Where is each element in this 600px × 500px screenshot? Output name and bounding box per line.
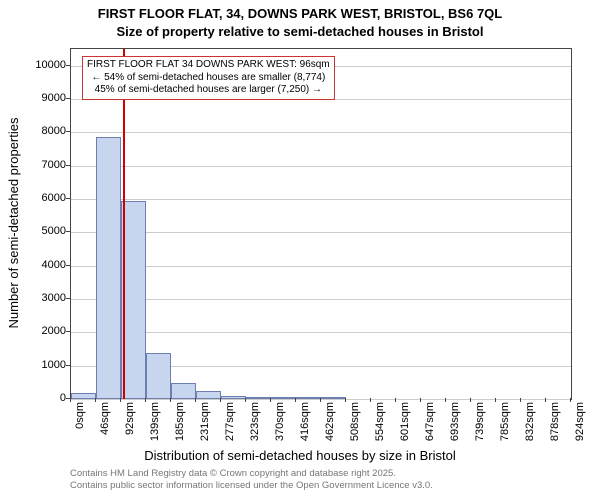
gridline bbox=[71, 199, 571, 200]
ytick-mark bbox=[66, 365, 70, 366]
footer-line-2: Contains public sector information licen… bbox=[70, 480, 433, 492]
ytick-mark bbox=[66, 165, 70, 166]
xtick-mark bbox=[445, 398, 446, 402]
ytick-mark bbox=[66, 331, 70, 332]
title-sub: Size of property relative to semi-detach… bbox=[0, 24, 600, 39]
xtick-label: 0sqm bbox=[74, 402, 86, 429]
histogram-bar bbox=[271, 397, 296, 399]
xtick-label: 231sqm bbox=[199, 402, 211, 441]
xtick-mark bbox=[395, 398, 396, 402]
x-axis-label: Distribution of semi-detached houses by … bbox=[0, 448, 600, 463]
histogram-bar bbox=[321, 397, 346, 399]
xtick-label: 878sqm bbox=[549, 402, 561, 441]
ytick-label: 10000 bbox=[16, 59, 66, 71]
xtick-label: 323sqm bbox=[249, 402, 261, 441]
gridline bbox=[71, 332, 571, 333]
gridline bbox=[71, 299, 571, 300]
ytick-label: 6000 bbox=[16, 192, 66, 204]
histogram-bar bbox=[196, 391, 221, 399]
ytick-label: 7000 bbox=[16, 159, 66, 171]
histogram-bar bbox=[96, 137, 121, 399]
xtick-mark bbox=[520, 398, 521, 402]
histogram-bar bbox=[246, 397, 271, 399]
xtick-mark bbox=[95, 398, 96, 402]
xtick-mark bbox=[545, 398, 546, 402]
xtick-label: 508sqm bbox=[349, 402, 361, 441]
xtick-label: 924sqm bbox=[574, 402, 586, 441]
xtick-mark bbox=[320, 398, 321, 402]
xtick-label: 601sqm bbox=[399, 402, 411, 441]
histogram-bar bbox=[171, 383, 196, 399]
xtick-label: 693sqm bbox=[449, 402, 461, 441]
gridline bbox=[71, 232, 571, 233]
annotation-box: FIRST FLOOR FLAT 34 DOWNS PARK WEST: 96s… bbox=[82, 56, 335, 100]
gridline bbox=[71, 266, 571, 267]
xtick-mark bbox=[195, 398, 196, 402]
xtick-mark bbox=[295, 398, 296, 402]
xtick-mark bbox=[470, 398, 471, 402]
xtick-label: 554sqm bbox=[374, 402, 386, 441]
xtick-label: 92sqm bbox=[124, 402, 136, 435]
xtick-label: 139sqm bbox=[149, 402, 161, 441]
annotation-line: ← 54% of semi-detached houses are smalle… bbox=[87, 72, 330, 85]
histogram-bar bbox=[146, 353, 171, 399]
ytick-mark bbox=[66, 131, 70, 132]
ytick-label: 5000 bbox=[16, 225, 66, 237]
histogram-bar bbox=[71, 393, 96, 399]
xtick-mark bbox=[345, 398, 346, 402]
xtick-mark bbox=[495, 398, 496, 402]
xtick-label: 416sqm bbox=[299, 402, 311, 441]
title-main: FIRST FLOOR FLAT, 34, DOWNS PARK WEST, B… bbox=[0, 6, 600, 21]
gridline bbox=[71, 132, 571, 133]
xtick-mark bbox=[220, 398, 221, 402]
xtick-mark bbox=[120, 398, 121, 402]
xtick-label: 277sqm bbox=[224, 402, 236, 441]
histogram-bar bbox=[296, 397, 321, 399]
xtick-label: 785sqm bbox=[499, 402, 511, 441]
xtick-mark bbox=[420, 398, 421, 402]
xtick-mark bbox=[70, 398, 71, 402]
ytick-mark bbox=[66, 231, 70, 232]
xtick-label: 739sqm bbox=[474, 402, 486, 441]
ytick-label: 4000 bbox=[16, 259, 66, 271]
gridline bbox=[71, 399, 571, 400]
ytick-label: 0 bbox=[16, 392, 66, 404]
chart-container: FIRST FLOOR FLAT, 34, DOWNS PARK WEST, B… bbox=[0, 0, 600, 500]
histogram-bar bbox=[221, 396, 246, 399]
ytick-label: 3000 bbox=[16, 292, 66, 304]
ytick-mark bbox=[66, 298, 70, 299]
xtick-mark bbox=[370, 398, 371, 402]
xtick-mark bbox=[570, 398, 571, 402]
gridline bbox=[71, 166, 571, 167]
ytick-label: 9000 bbox=[16, 92, 66, 104]
ytick-label: 1000 bbox=[16, 359, 66, 371]
footer-attribution: Contains HM Land Registry data © Crown c… bbox=[70, 468, 433, 492]
annotation-line: FIRST FLOOR FLAT 34 DOWNS PARK WEST: 96s… bbox=[87, 59, 330, 72]
annotation-line: 45% of semi-detached houses are larger (… bbox=[87, 84, 330, 97]
xtick-mark bbox=[145, 398, 146, 402]
xtick-label: 46sqm bbox=[99, 402, 111, 435]
xtick-label: 370sqm bbox=[274, 402, 286, 441]
ytick-label: 2000 bbox=[16, 325, 66, 337]
ytick-mark bbox=[66, 198, 70, 199]
xtick-mark bbox=[245, 398, 246, 402]
footer-line-1: Contains HM Land Registry data © Crown c… bbox=[70, 468, 433, 480]
ytick-mark bbox=[66, 98, 70, 99]
marker-line bbox=[123, 49, 125, 399]
plot-area bbox=[70, 48, 572, 400]
ytick-label: 8000 bbox=[16, 125, 66, 137]
ytick-mark bbox=[66, 265, 70, 266]
xtick-mark bbox=[170, 398, 171, 402]
ytick-mark bbox=[66, 65, 70, 66]
xtick-label: 647sqm bbox=[424, 402, 436, 441]
xtick-label: 185sqm bbox=[174, 402, 186, 441]
xtick-label: 462sqm bbox=[324, 402, 336, 441]
xtick-mark bbox=[270, 398, 271, 402]
xtick-label: 832sqm bbox=[524, 402, 536, 441]
